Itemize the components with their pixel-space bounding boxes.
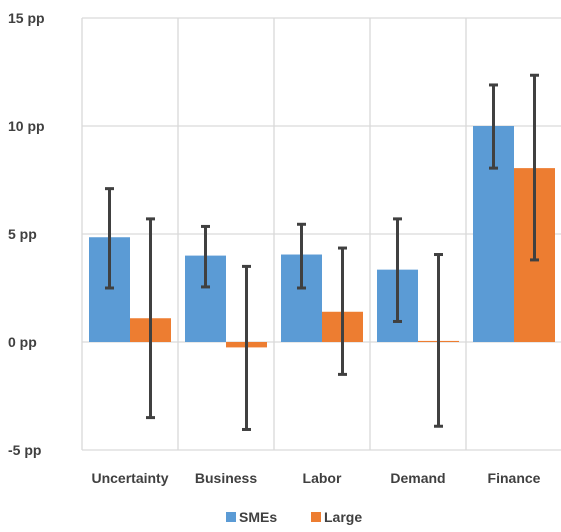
x-tick-label-labor: Labor [303,470,342,486]
legend-swatch-smes [226,512,236,522]
bars-layer [89,126,555,348]
y-axis-tick-labels: -5 pp 0 pp 5 pp 10 pp 15 pp [8,10,45,458]
y-tick-label: 5 pp [8,226,37,242]
error-bars-layer [105,73,539,431]
legend-swatch-large [311,512,321,522]
x-tick-label-business: Business [195,470,257,486]
legend-label-large: Large [324,509,362,525]
y-tick-label: 15 pp [8,10,45,26]
x-tick-label-uncertainty: Uncertainty [91,470,168,486]
x-tick-label-finance: Finance [488,470,541,486]
x-axis-category-labels: Uncertainty Business Labor Demand Finance [91,470,540,486]
legend-label-smes: SMEs [239,509,277,525]
legend: SMEs Large [226,509,362,525]
y-tick-label: 0 pp [8,334,37,350]
y-tick-label: 10 pp [8,118,45,134]
y-tick-label: -5 pp [8,442,41,458]
x-tick-label-demand: Demand [390,470,445,486]
